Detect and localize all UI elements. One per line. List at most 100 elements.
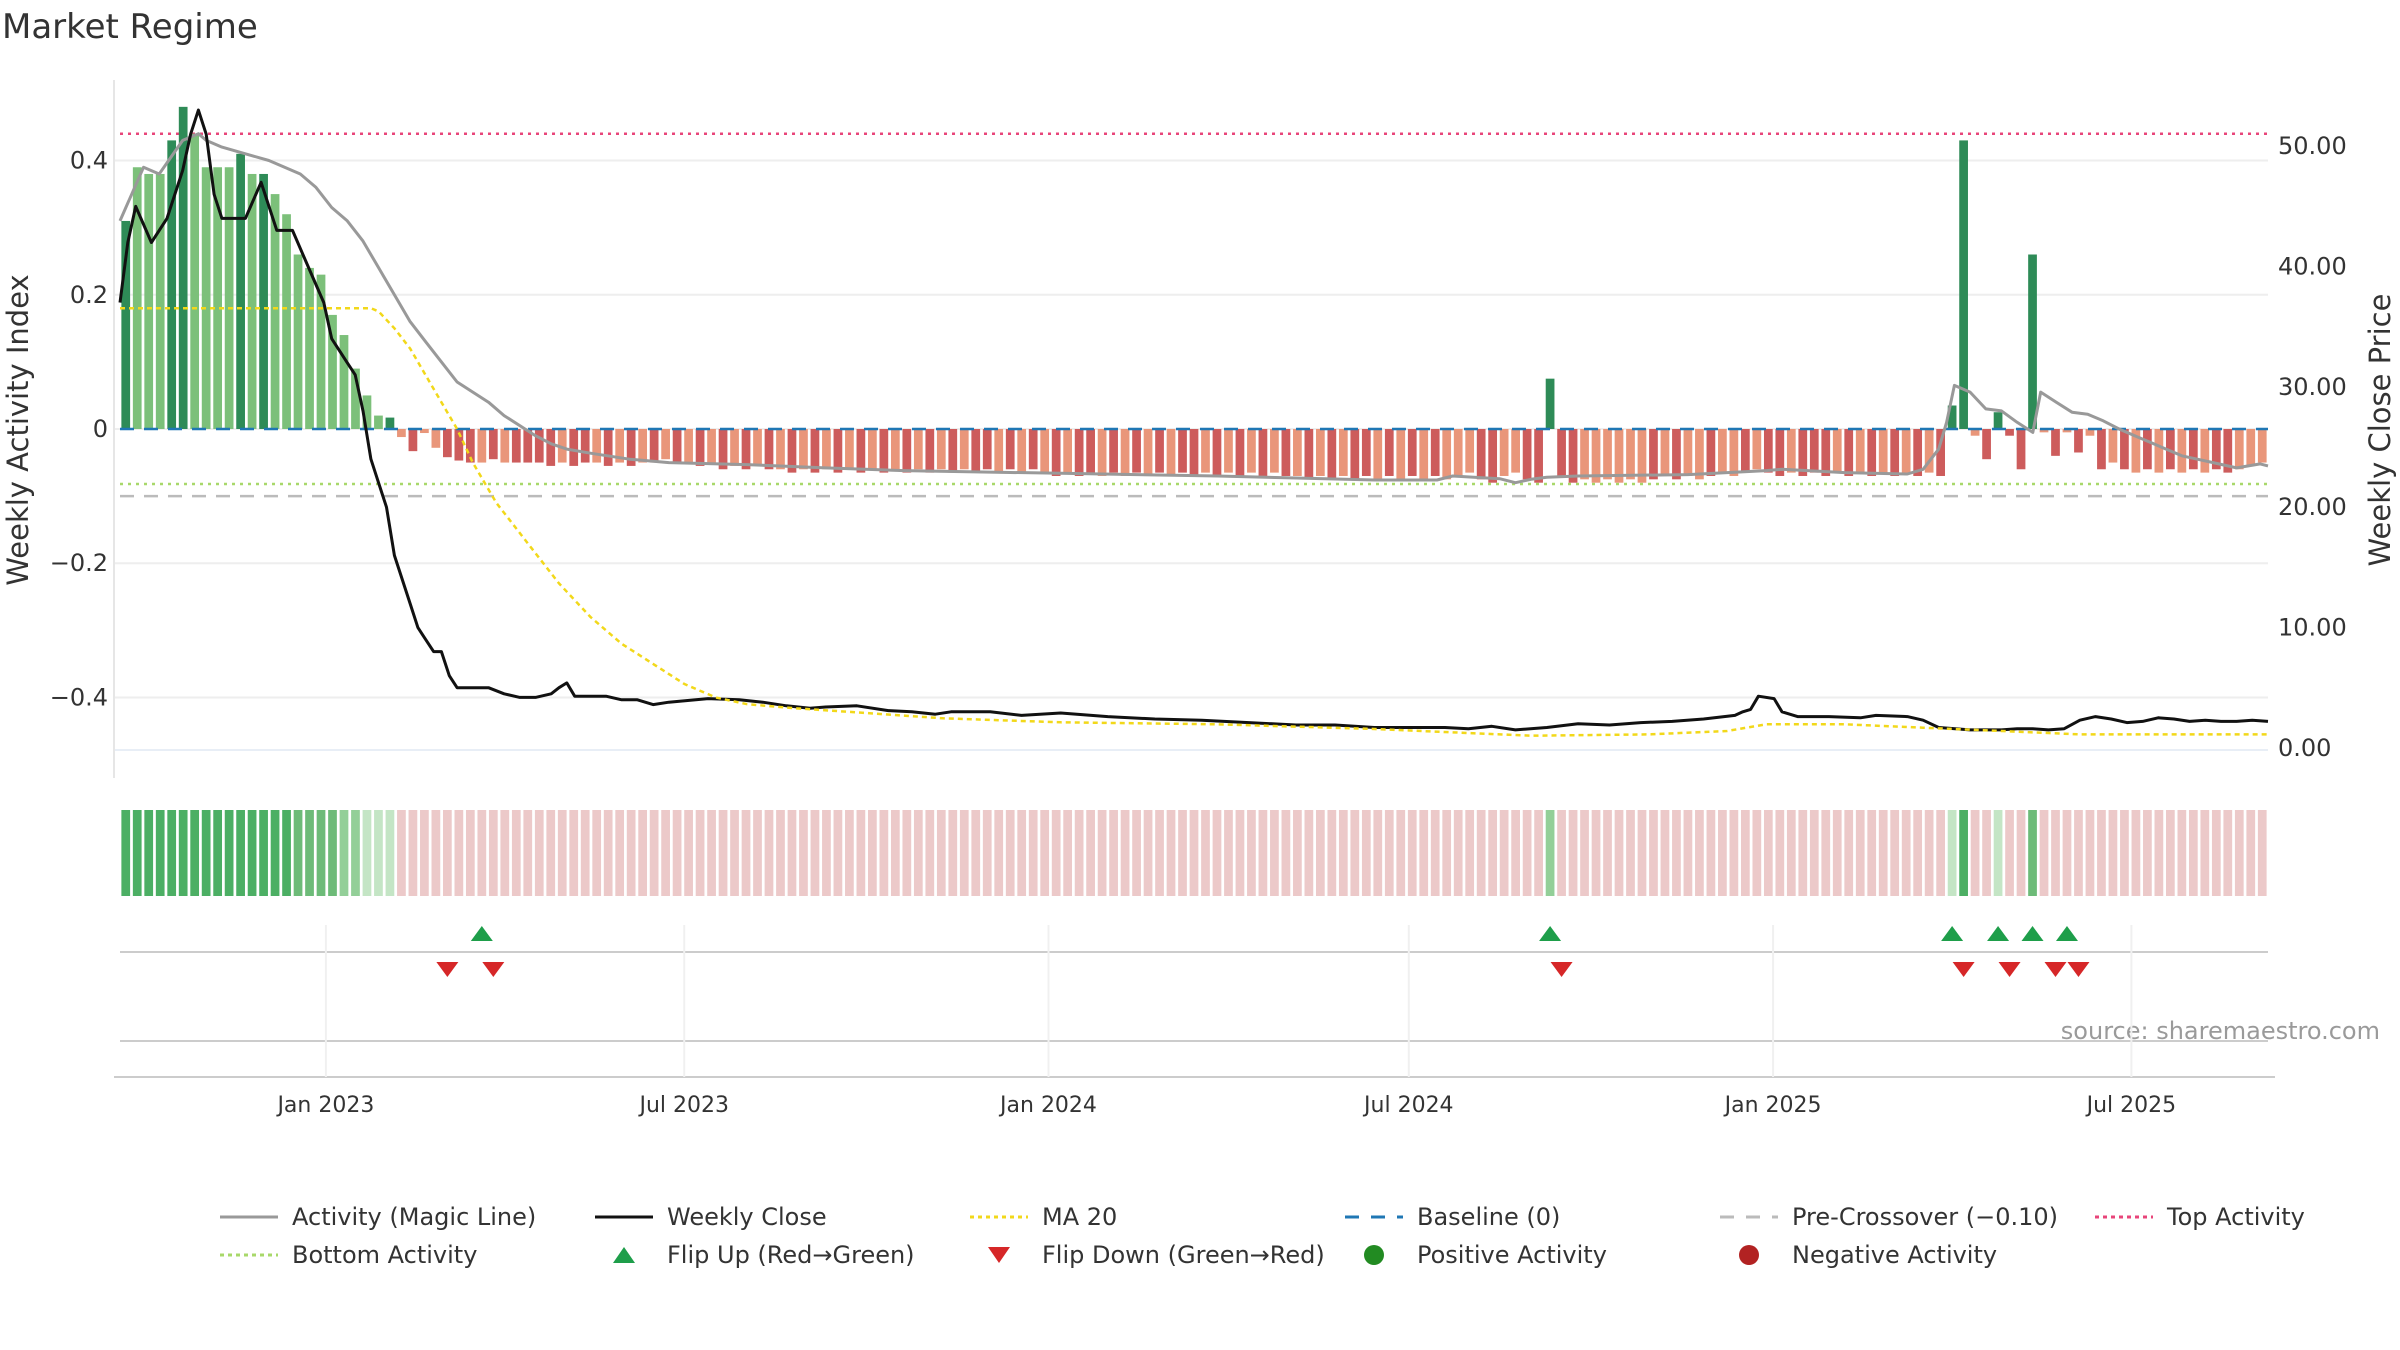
- regime-cell: [1281, 810, 1291, 896]
- regime-cell: [236, 810, 245, 896]
- activity-bar: [465, 429, 475, 463]
- regime-cell: [638, 810, 648, 896]
- activity-bar: [569, 429, 579, 466]
- activity-bar: [764, 429, 774, 470]
- activity-bar: [649, 429, 659, 463]
- regime-cell: [1189, 810, 1199, 896]
- flip-up-marker: [2021, 926, 2044, 941]
- legend-swatch: [988, 1247, 1010, 1263]
- activity-bar: [2177, 429, 2187, 473]
- activity-bar: [1384, 429, 1394, 476]
- regime-cell: [580, 810, 590, 896]
- activity-bar: [1614, 429, 1624, 483]
- left-tick-label: −0.2: [50, 549, 108, 577]
- regime-cell: [523, 810, 533, 896]
- activity-bar: [1453, 429, 1463, 476]
- regime-cell: [1293, 810, 1302, 896]
- activity-bar: [155, 173, 165, 429]
- activity-bar: [190, 133, 200, 429]
- activity-bar: [1396, 429, 1406, 480]
- activity-bar: [454, 429, 464, 461]
- regime-cell: [1155, 810, 1164, 896]
- regime-cell: [190, 810, 200, 896]
- regime-cell: [615, 810, 625, 896]
- activity-bar: [592, 429, 602, 463]
- activity-bar: [351, 368, 360, 429]
- regime-cell: [420, 810, 429, 896]
- regime-cell: [1396, 810, 1406, 896]
- regime-cell: [443, 810, 452, 896]
- activity-bars: [120, 106, 2268, 483]
- activity-bar: [500, 429, 510, 463]
- activity-bar: [787, 429, 797, 473]
- activity-bar: [1304, 429, 1314, 480]
- regime-cell: [1258, 810, 1268, 896]
- regime-cell: [167, 810, 177, 896]
- activity-bar: [580, 429, 590, 463]
- regime-cell: [1798, 810, 1808, 896]
- activity-bar: [1672, 429, 1681, 480]
- flip-down-marker: [2044, 962, 2067, 977]
- regime-cell: [305, 810, 314, 896]
- activity-bar: [1740, 429, 1750, 473]
- right-tick-label: 30.00: [2278, 373, 2347, 401]
- regime-cell: [1373, 810, 1383, 896]
- regime-cell: [661, 810, 670, 896]
- activity-bar: [1511, 429, 1520, 473]
- activity-bar: [339, 335, 349, 429]
- activity-bar: [1649, 429, 1658, 480]
- activity-bar: [845, 429, 854, 470]
- activity-bar: [822, 429, 831, 470]
- activity-bar: [1626, 429, 1635, 480]
- regime-cell: [925, 810, 935, 896]
- regime-cell: [488, 810, 498, 896]
- activity-bar: [1936, 429, 1945, 476]
- regime-cell: [1568, 810, 1578, 896]
- regime-cell: [695, 810, 705, 896]
- regime-cell: [2188, 810, 2198, 896]
- activity-bar: [1350, 429, 1360, 480]
- regime-cell: [1407, 810, 1417, 896]
- regime-cell: [144, 810, 154, 896]
- regime-cell: [626, 810, 636, 896]
- regime-cell: [569, 810, 579, 896]
- ma20-line: [120, 306, 2268, 737]
- regime-cell: [1074, 810, 1084, 896]
- activity-bar: [224, 167, 234, 429]
- activity-bar: [1913, 429, 1923, 476]
- regime-cell: [477, 810, 487, 896]
- activity-bar: [2211, 429, 2221, 470]
- activity-bar: [1017, 429, 1027, 473]
- activity-bar: [1074, 429, 1084, 476]
- activity-bar: [2165, 429, 2175, 470]
- activity-bar: [2120, 429, 2129, 470]
- legend-swatch: [1739, 1245, 1759, 1265]
- activity-bar: [741, 429, 751, 470]
- activity-bar: [305, 267, 314, 429]
- activity-bar: [1901, 429, 1911, 473]
- activity-bar: [1775, 429, 1785, 476]
- regime-cell: [511, 810, 521, 896]
- reference-lines: [120, 132, 2268, 498]
- regime-cell: [2154, 810, 2164, 896]
- left-tick-label: −0.4: [50, 683, 108, 711]
- flip-up-marker: [1539, 926, 1562, 941]
- regime-cell: [902, 810, 912, 896]
- regime-cell: [1718, 810, 1727, 896]
- right-y-ticks: 50.00 40.00 30.00 20.00 10.00 0.00: [2278, 132, 2347, 762]
- x-tick-label: Jul 2025: [2085, 1093, 2177, 1118]
- regime-cell: [397, 810, 406, 896]
- activity-bar: [890, 429, 900, 470]
- regime-cell: [718, 810, 728, 896]
- regime-cell: [1752, 810, 1762, 896]
- activity-bar: [1499, 429, 1509, 476]
- activity-bar: [1247, 429, 1256, 473]
- flip-down-marker: [2067, 962, 2090, 977]
- regime-cell: [2200, 810, 2210, 896]
- legend-item: Negative Activity: [1739, 1241, 1997, 1269]
- regime-cell: [1212, 810, 1222, 896]
- x-axis-ticks: Jan 2023 Jul 2023 Jan 2024 Jul 2024 Jan 2025…: [275, 1093, 2176, 1118]
- regime-cell: [707, 810, 716, 896]
- activity-bar: [1028, 429, 1038, 470]
